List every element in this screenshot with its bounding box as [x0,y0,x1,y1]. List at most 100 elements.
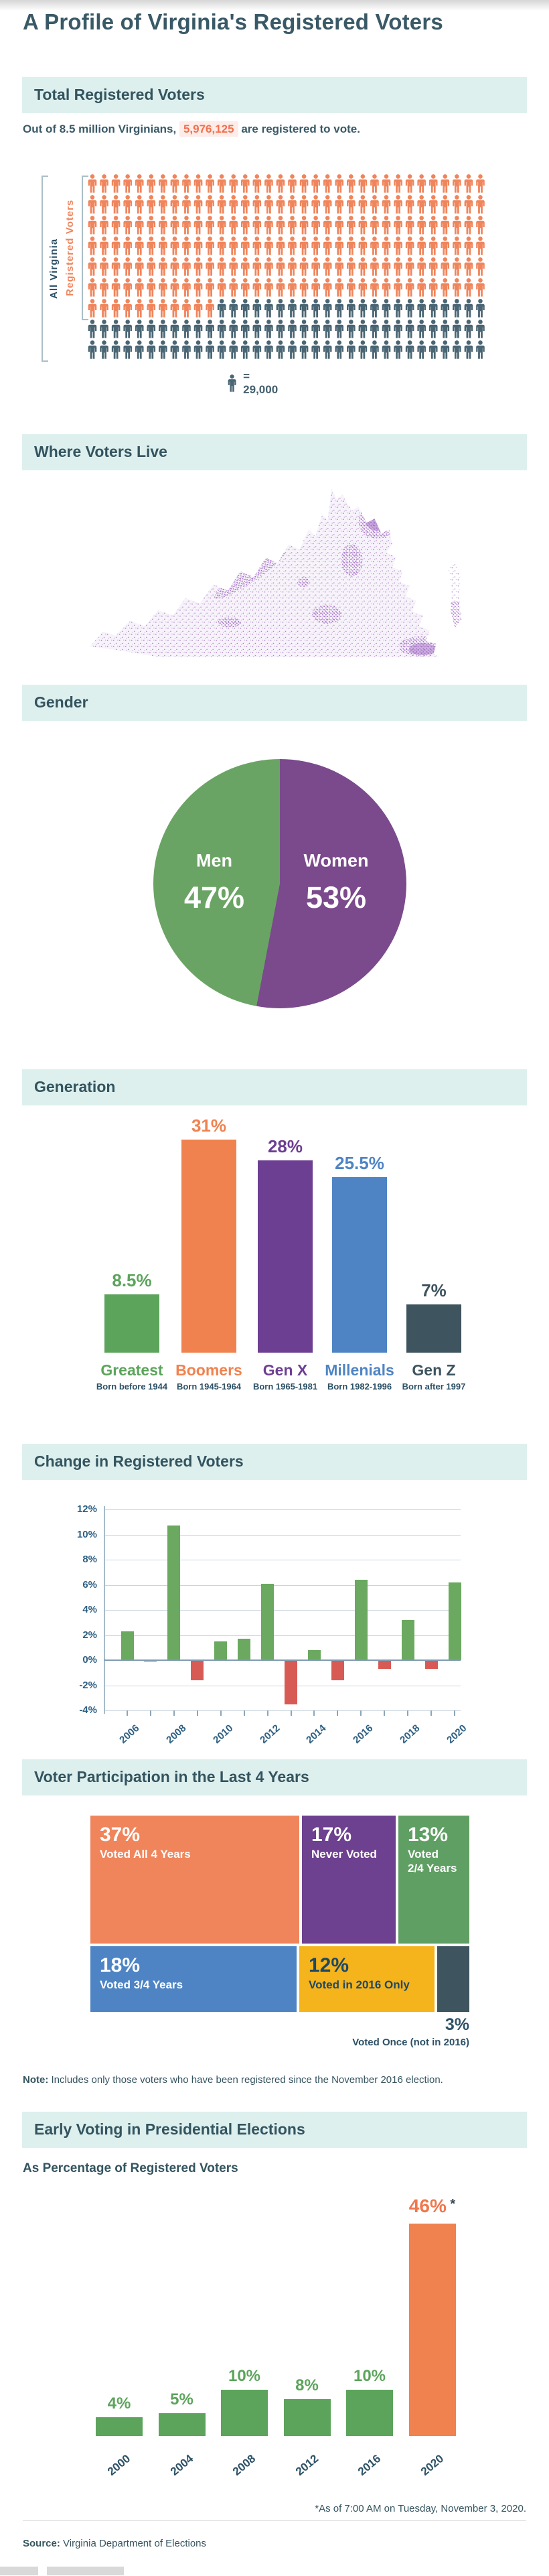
person-icon-unregistered [206,320,214,338]
person-icon-registered [159,236,167,255]
person-icon-registered [428,174,438,193]
change-bar-2008 [167,1526,181,1660]
person-icon-registered [441,278,450,297]
person-icon-registered [123,257,132,276]
y-axis-tick-label: 0% [82,1654,97,1666]
person-icon-registered [159,216,167,234]
element [312,604,342,624]
person-icon-registered [170,236,179,255]
person-icon-registered [100,236,108,255]
x-axis-tickmark [173,1710,175,1716]
person-icon-unregistered [428,299,438,318]
early-voting-bar-2000 [96,2417,143,2436]
person-icon-registered [441,174,450,193]
person-icon-registered [100,278,108,297]
early-voting-bar-2016 [346,2390,393,2436]
person-icon-registered [288,174,297,193]
person-icon-registered [147,174,156,193]
person-icon-registered [428,195,438,214]
person-icon-unregistered [394,320,402,338]
generation-value-label: 31% [191,1115,227,1136]
person-icon-registered [394,278,402,297]
person-icon-registered [323,195,332,214]
person-icon-registered [382,257,391,276]
generation-value-label: 25.5% [335,1153,384,1174]
person-icon-registered [229,236,238,255]
person-icon-registered [111,236,121,255]
treemap-cell-label: Voted in 2016 Only [309,1978,410,1991]
person-icon-registered [264,257,273,276]
bracket-all-virginia [42,176,48,362]
person-icon-registered [370,216,379,234]
person-icon-registered [417,236,426,255]
person-icon-unregistered [135,320,144,338]
person-icon [228,372,236,394]
early-voting-value-label: 4% [107,2394,131,2413]
person-icon-registered [206,299,214,318]
person-icon-unregistered [405,320,414,338]
person-icon-registered [405,278,414,297]
person-icon-registered [240,216,250,234]
change-bar-2011 [238,1639,251,1660]
x-axis-year-label: 2012 [257,1722,282,1746]
person-icon-registered [358,195,368,214]
person-icon-registered [252,278,262,297]
person-icon-unregistered [299,320,309,338]
person-icon-registered [476,257,485,276]
person-icon-registered [335,278,344,297]
x-axis-tickmark [454,1710,456,1716]
bracket-registered-voters [82,176,88,320]
generation-bar-gen-z [406,1304,461,1353]
section-title-where: Where Voters Live [34,443,167,460]
section-header-early: Early Voting in Presidential Elections [22,2112,527,2148]
generation-sublabel: Born 1982-1996 [327,1381,392,1392]
person-icon-unregistered [100,340,108,359]
person-icon-registered [123,236,132,255]
section-header-participation: Voter Participation in the Last 4 Years [22,1759,527,1795]
x-axis-tickmark [127,1710,128,1716]
person-icon-registered [417,216,426,234]
x-axis-tickmark [266,1710,268,1716]
person-icon-registered [88,236,97,255]
person-icon-unregistered [405,340,414,359]
person-icon-registered [206,216,214,234]
person-icon-registered [417,257,426,276]
gridline [104,1584,461,1586]
person-icon-registered [428,216,438,234]
change-bar-2016 [354,1580,368,1660]
person-icon-registered [193,216,203,234]
person-icon-registered [88,299,97,318]
person-icon-registered [382,278,391,297]
person-icon-registered [299,278,309,297]
person-icon-registered [147,257,156,276]
early-voting-bar-2004 [158,2413,206,2436]
gridline [104,1509,461,1510]
person-icon-registered [147,299,156,318]
generation-bar-boomers [181,1139,236,1353]
person-icon-unregistered [335,299,344,318]
person-icon-unregistered [453,340,461,359]
person-icon-unregistered [206,340,214,359]
x-axis-tickmark [360,1710,362,1716]
x-axis-year-label: 2018 [398,1722,422,1746]
person-icon-registered [123,216,132,234]
person-icon-registered [135,195,144,214]
person-icon-registered [335,174,344,193]
person-icon-unregistered [441,299,450,318]
intro-prefix: Out of 8.5 million Virginians, [23,123,177,135]
legend-value: = 29,000 [243,370,279,396]
person-icon-registered [464,195,473,214]
page-title: A Profile of Virginia's Registered Voter… [23,9,443,34]
person-icon-registered [182,278,191,297]
person-icon-unregistered [382,340,391,359]
person-icon-unregistered [370,299,379,318]
generation-category-label: Gen X [262,1361,308,1379]
early-voting-value-label: 46% * [408,2195,456,2217]
person-icon-registered [159,257,167,276]
generation-value-label: 8.5% [112,1270,152,1290]
map-eastern-shore [448,563,462,629]
person-icon-registered [147,236,156,255]
gridline [104,1610,461,1611]
person-icon-unregistered [358,340,368,359]
gridline [104,1635,461,1636]
